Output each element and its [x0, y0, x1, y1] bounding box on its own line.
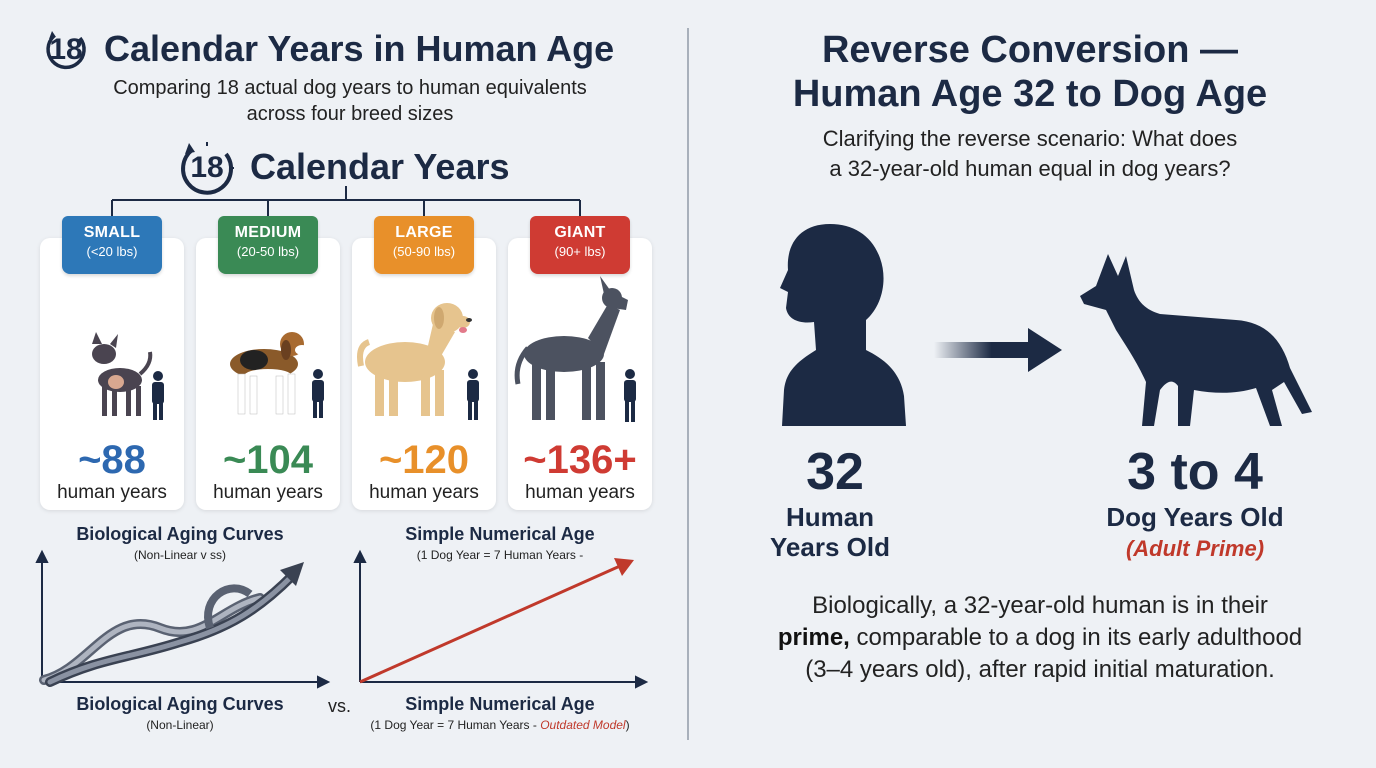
- breed-range: (20-50 lbs): [236, 244, 300, 259]
- right-subtitle-line2: a 32-year-old human equal in dog years?: [829, 156, 1231, 181]
- human-age-value-small: ~88: [78, 438, 146, 482]
- human-age-value-large: ~120: [378, 438, 470, 482]
- right-title-line1: Reverse Conversion —: [821, 29, 1239, 71]
- breed-name: LARGE: [395, 224, 453, 241]
- breed-range: (50-90 lbs): [392, 244, 456, 259]
- calendar-years-header: 18 Calendar Years: [176, 140, 536, 196]
- breed-badge-large: LARGE (50-90 lbs): [374, 216, 474, 274]
- dog-age-label: Dog Years Old: [1106, 502, 1284, 532]
- bio-curve-caption-subtitle: (Non-Linear): [146, 718, 214, 732]
- linear-caption-sub-c: ): [625, 718, 630, 732]
- bio-curve-chart-title: Biological Aging Curves: [76, 524, 284, 544]
- right-subtitle: Clarifying the reverse scenario: What do…: [760, 124, 1300, 184]
- left-subtitle: Comparing 18 actual dog years to human e…: [60, 75, 640, 127]
- human-age-label-line1: Human: [785, 502, 875, 532]
- right-body-line1: Biologically, a 32-year-old human is in …: [812, 592, 1268, 619]
- human-age-label: Human Years Old: [750, 502, 910, 562]
- human-years-label: human years: [369, 482, 479, 503]
- human-age-label-line2: Years Old: [770, 532, 890, 562]
- vs-label: vs.: [328, 696, 352, 716]
- conversion-arrow-icon: [934, 328, 1062, 372]
- left-title-number: 18: [49, 33, 83, 66]
- bio-curve-caption-title: Biological Aging Curves: [76, 694, 284, 714]
- breed-range: (90+ lbs): [554, 244, 606, 259]
- linear-chart-title: Simple Numerical Age: [405, 524, 595, 544]
- breed-name: GIANT: [554, 224, 606, 241]
- adult-prime-note: (Adult Prime): [1125, 536, 1265, 561]
- breed-badge-giant: GIANT (90+ lbs): [530, 216, 630, 274]
- right-subtitle-line1: Clarifying the reverse scenario: What do…: [822, 126, 1238, 151]
- prime-emphasis: prime,: [777, 624, 850, 651]
- outdated-model-label: Outdated Model: [540, 718, 626, 732]
- left-title: Calendar Years in Human Age: [104, 28, 615, 69]
- human-head-silhouette-icon: [780, 224, 906, 426]
- left-subtitle-line2: across four breed sizes: [246, 103, 454, 125]
- human-age-value-giant: ~136+: [523, 438, 637, 482]
- linear-caption-subtitle: (1 Dog Year = 7 Human Years - Outdated M…: [340, 718, 660, 732]
- linear-age-chart: [353, 549, 649, 689]
- right-body-line2-text: comparable to a dog in its early adultho…: [849, 624, 1303, 651]
- linear-caption-title: Simple Numerical Age: [405, 694, 595, 714]
- labrador-dog-illustration: [357, 303, 479, 420]
- right-body-text: Biologically, a 32-year-old human is in …: [730, 590, 1350, 686]
- right-title: Reverse Conversion — Human Age 32 to Dog…: [720, 28, 1340, 116]
- right-title-line2: Human Age 32 to Dog Age: [792, 73, 1268, 115]
- calendar-years-number: 18: [190, 151, 224, 184]
- great-dane-dog-illustration: [514, 276, 636, 422]
- linear-chart-subtitle: (1 Dog Year = 7 Human Years -: [416, 548, 584, 562]
- right-body-line3: (3–4 years old), after rapid initial mat…: [805, 656, 1275, 683]
- clock-cycle-icon: 18: [40, 28, 92, 72]
- clock-cycle-icon: 18: [176, 140, 238, 196]
- left-subtitle-line1: Comparing 18 actual dog years to human e…: [113, 77, 587, 99]
- human-years-label: human years: [525, 482, 635, 503]
- bio-curve-chart: [35, 549, 331, 689]
- human-age-value-medium: ~104: [222, 438, 314, 482]
- linear-caption-sub-a: (1 Dog Year = 7 Human Years -: [370, 718, 541, 732]
- right-body-line2: prime, comparable to a dog in its early …: [730, 622, 1350, 654]
- left-title-row: 18 Calendar Years in Human Age: [40, 26, 660, 74]
- calendar-years-label: Calendar Years: [250, 146, 510, 187]
- panel-divider: [687, 28, 689, 740]
- breed-badge-medium: MEDIUM (20-50 lbs): [218, 216, 318, 274]
- breed-range: (<20 lbs): [86, 244, 138, 259]
- human-age-number: 32: [806, 443, 864, 501]
- breed-tree-connector: [111, 186, 581, 216]
- dog-age-number: 3 to 4: [1127, 443, 1263, 501]
- breed-badge-small: SMALL (<20 lbs): [62, 216, 162, 274]
- human-years-label: human years: [213, 482, 323, 503]
- breed-name: SMALL: [83, 224, 141, 241]
- german-shepherd-silhouette-icon: [1080, 254, 1312, 426]
- bio-curve-chart-subtitle: (Non-Linear v ss): [133, 548, 227, 562]
- human-years-label: human years: [57, 482, 167, 503]
- chihuahua-dog-illustration: [92, 332, 164, 420]
- breed-name: MEDIUM: [234, 224, 302, 241]
- beagle-dog-illustration: [219, 320, 324, 418]
